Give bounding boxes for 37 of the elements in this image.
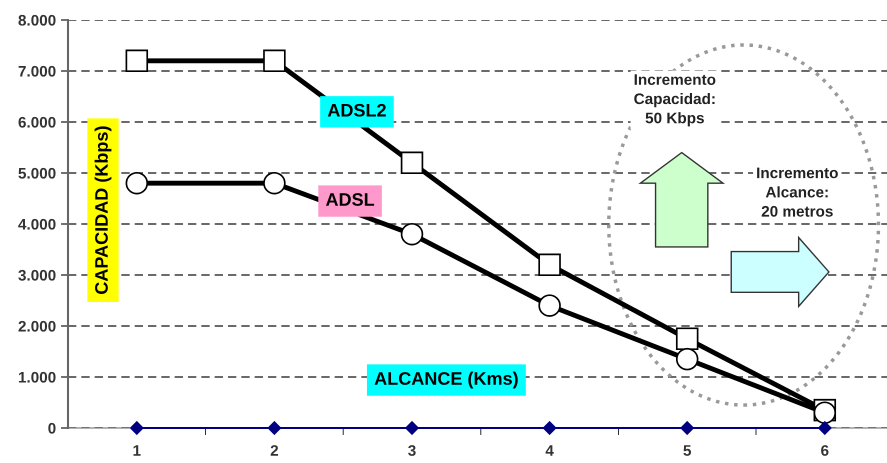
point — [538, 254, 561, 276]
series-label: ADSL — [326, 193, 374, 206]
x-tick-label: 5 — [683, 445, 692, 456]
y-tick-label: 6.000 — [18, 116, 56, 128]
point — [818, 421, 832, 435]
point — [268, 421, 282, 435]
y-tick-label: 2.000 — [18, 320, 56, 332]
point — [400, 222, 424, 246]
point — [400, 152, 424, 174]
point — [126, 50, 148, 72]
y-tick-label: 8.000 — [18, 14, 56, 26]
y-tick-label: 3.000 — [18, 270, 56, 281]
x-axis-title: ALCANCE (Kms) — [374, 372, 518, 388]
x-tick-label: 2 — [270, 445, 278, 456]
point — [130, 421, 144, 435]
y-tick-label: 4.000 — [18, 218, 56, 230]
x-tick-label: 6 — [821, 445, 828, 456]
x-tick-label: 1 — [134, 445, 141, 456]
y-tick-label: 1.000 — [18, 372, 56, 383]
annotation: Incremento Alcance: 20 metros — [757, 168, 838, 217]
point — [680, 421, 694, 435]
point — [538, 294, 561, 317]
point — [263, 50, 286, 72]
series-label: ADSL2 — [328, 104, 386, 117]
y-axis-title: CAPACIDAD (Kbps) — [94, 126, 112, 294]
y-tick-label: 5.000 — [18, 168, 56, 179]
y-tick-label: 0 — [48, 422, 56, 434]
point — [405, 421, 419, 435]
point — [542, 421, 556, 435]
annotation: Incremento Capacidad: 50 Kbps — [634, 74, 716, 126]
x-tick-label: 4 — [546, 445, 554, 456]
y-tick-label: 7.000 — [18, 66, 56, 77]
point — [676, 348, 698, 370]
point — [126, 172, 148, 194]
point — [676, 328, 698, 350]
point — [263, 172, 286, 194]
x-tick-label: 3 — [408, 445, 416, 456]
